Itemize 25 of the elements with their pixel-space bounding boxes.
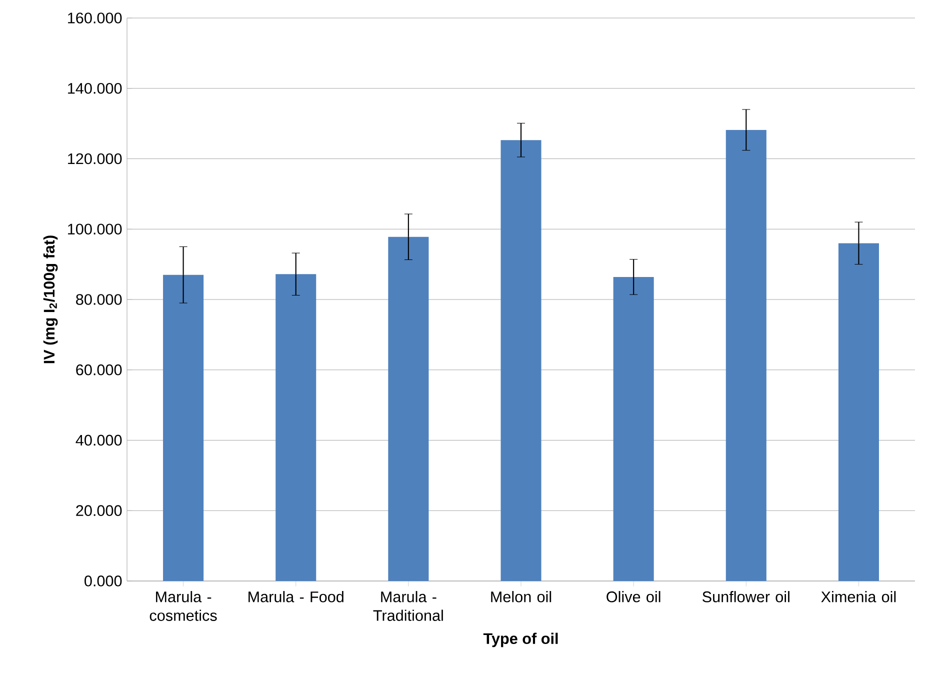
- bar: [163, 274, 204, 581]
- bar: [726, 130, 766, 581]
- y-tick-label: 140.000: [68, 82, 122, 94]
- x-tick-label: Marula - cosmetics: [150, 591, 217, 621]
- x-tick-label: Olive oil: [606, 591, 660, 602]
- bar: [500, 140, 542, 581]
- y-tick-label: 120.000: [68, 153, 122, 164]
- y-tick-label: 160.000: [68, 12, 122, 24]
- x-tick-label: Ximenia oil: [821, 591, 896, 602]
- bar: [388, 236, 429, 581]
- y-tick-label: 20.000: [76, 505, 122, 516]
- x-tick-label: Marula - Food: [248, 591, 344, 602]
- bar: [838, 243, 879, 581]
- x-axis-title: Type of oil: [483, 632, 558, 648]
- x-tick-label: Marula - Traditional: [373, 591, 443, 621]
- bar: [613, 276, 654, 581]
- x-tick-label: Sunflower oil: [702, 591, 790, 602]
- y-tick-label: 0.000: [84, 576, 122, 586]
- bar: [276, 274, 316, 581]
- y-tick-label: 80.000: [76, 294, 122, 305]
- y-axis-title: IV (mg I$_{2}$/100g fat): [43, 236, 58, 364]
- x-tick-label: Melon oil: [491, 591, 552, 602]
- y-tick-label: 40.000: [76, 434, 122, 446]
- y-tick-label: 100.000: [68, 224, 122, 235]
- y-tick-label: 60.000: [76, 364, 122, 376]
